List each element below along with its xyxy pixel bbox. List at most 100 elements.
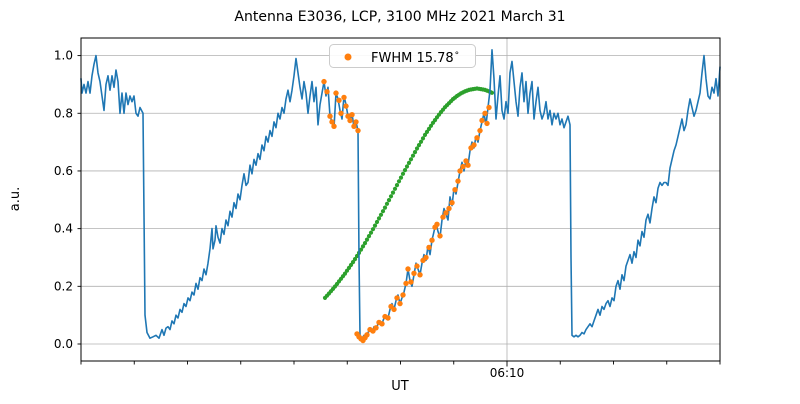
fwhm-samples-dot xyxy=(449,200,455,206)
fwhm-samples-dot xyxy=(455,178,461,184)
fwhm-samples-dot xyxy=(355,127,361,134)
fwhm-samples-dot xyxy=(446,205,452,212)
gaussian-fit-dot xyxy=(364,237,370,242)
fwhm-samples-dot xyxy=(336,97,342,104)
fwhm-sample-dots xyxy=(321,78,492,344)
gaussian-fit-dot xyxy=(366,234,372,239)
fwhm-samples-dot xyxy=(486,104,492,111)
fwhm-samples-dot xyxy=(349,112,355,118)
gaussian-fit-dot xyxy=(410,153,416,158)
fwhm-samples-dot xyxy=(408,279,414,285)
y-tick-label: 0.4 xyxy=(54,222,73,236)
fwhm-samples-dot xyxy=(440,214,446,220)
gaussian-fit-dot xyxy=(418,139,424,144)
legend-marker-icon xyxy=(344,53,352,61)
gaussian-fit-dot xyxy=(372,223,378,228)
gaussian-fit-dot xyxy=(362,241,368,246)
gaussian-fit-dot xyxy=(428,123,434,128)
gaussian-fit-dot xyxy=(394,183,400,188)
fwhm-samples-dot xyxy=(479,117,485,124)
fwhm-samples-dot xyxy=(324,89,330,95)
gaussian-fit-dot xyxy=(414,146,420,151)
gaussian-fit-dot xyxy=(416,143,422,148)
gaussian-fit-dot xyxy=(386,198,392,203)
legend-box xyxy=(329,44,476,68)
fwhm-samples-dot xyxy=(426,244,432,251)
gaussian-fit-dot xyxy=(406,160,412,165)
gaussian-fit-dot xyxy=(368,230,374,235)
gaussian-fit-dot xyxy=(374,219,380,225)
fwhm-samples-dot xyxy=(341,94,347,101)
fwhm-samples-dot xyxy=(411,270,417,276)
fwhm-samples-dot xyxy=(333,90,339,96)
signal-line xyxy=(80,49,721,339)
gaussian-fit-dot xyxy=(412,150,418,155)
fwhm-samples-dot xyxy=(414,263,420,269)
gaussian-fit-dot xyxy=(354,253,360,259)
gaussian-fit-dot xyxy=(422,132,428,137)
fwhm-samples-dot xyxy=(353,119,359,125)
fwhm-samples-dot xyxy=(364,332,370,338)
gaussian-fit-dot xyxy=(382,205,388,210)
y-tick-labels: 0.0 0.2 0.4 0.6 0.8 1.0 xyxy=(54,49,73,351)
fwhm-samples-dot xyxy=(338,110,344,117)
gaussian-fit-dot xyxy=(420,136,426,141)
fwhm-samples-dot xyxy=(379,321,385,327)
fwhm-samples-dot xyxy=(385,315,391,321)
y-axis-label: a.u. xyxy=(8,187,23,211)
gaussian-fit-dot xyxy=(392,186,398,191)
fwhm-samples-dot xyxy=(463,158,469,164)
x-tick-label: 06:10 xyxy=(490,366,525,380)
y-tick-label: 0.2 xyxy=(54,279,73,293)
fwhm-samples-dot xyxy=(443,210,449,216)
fwhm-samples-dot xyxy=(373,325,379,331)
fwhm-samples-dot xyxy=(391,306,397,313)
gridlines xyxy=(81,38,720,361)
fwhm-samples-dot xyxy=(437,233,443,239)
fwhm-samples-dot xyxy=(400,292,406,298)
fwhm-samples-dot xyxy=(405,266,411,272)
gaussian-fit-dot xyxy=(390,190,396,195)
legend: FWHM 15.78° xyxy=(329,44,476,68)
gaussian-fit-dot xyxy=(360,244,366,249)
gaussian-fit-dot xyxy=(358,247,364,252)
y-tick-label: 0.6 xyxy=(54,164,73,178)
fwhm-samples-dot xyxy=(471,142,477,148)
signal xyxy=(80,49,721,339)
gaussian-fit-dot xyxy=(384,201,390,206)
y-tick-label: 0.0 xyxy=(54,337,73,351)
gaussian-fit-dot xyxy=(370,227,376,232)
fwhm-samples-dot xyxy=(351,123,357,129)
fwhm-samples-dot xyxy=(477,127,483,134)
fwhm-samples-dot xyxy=(403,280,409,287)
y-tick-label: 1.0 xyxy=(54,49,73,63)
fwhm-samples-dot xyxy=(327,113,333,119)
gaussian-fit-dot xyxy=(408,157,414,162)
fwhm-samples-dot xyxy=(429,237,435,243)
fwhm-samples-dot xyxy=(394,295,400,301)
gaussian-fit-dot xyxy=(376,216,382,221)
gaussian-fit-dot xyxy=(352,257,358,262)
plot-border xyxy=(80,37,721,362)
fwhm-samples-dot xyxy=(457,168,463,174)
gaussian-fit-dot xyxy=(402,168,408,173)
fwhm-samples-dot xyxy=(397,300,403,307)
gaussian-fit-dot xyxy=(380,209,386,214)
gaussian-fit-dots xyxy=(322,86,495,300)
gaussian-fit-dot xyxy=(388,194,394,199)
gaussian-fit-dot xyxy=(404,164,410,169)
fwhm-samples-dot xyxy=(417,272,423,278)
fwhm-samples-dot xyxy=(331,123,337,129)
fwhm-samples-dot xyxy=(482,110,488,117)
fwhm-samples-dot xyxy=(347,117,353,124)
fwhm-samples-dot xyxy=(484,120,490,127)
gaussian-fit-dot xyxy=(400,171,406,176)
fwhm-samples-dot xyxy=(423,254,429,261)
x-axis-label: UT xyxy=(391,379,409,394)
gaussian-fit-dot xyxy=(378,212,384,217)
gaussian-fit-dot xyxy=(424,129,430,134)
fwhm-samples-dot xyxy=(329,119,335,125)
gaussian-fit-dot xyxy=(396,179,402,184)
